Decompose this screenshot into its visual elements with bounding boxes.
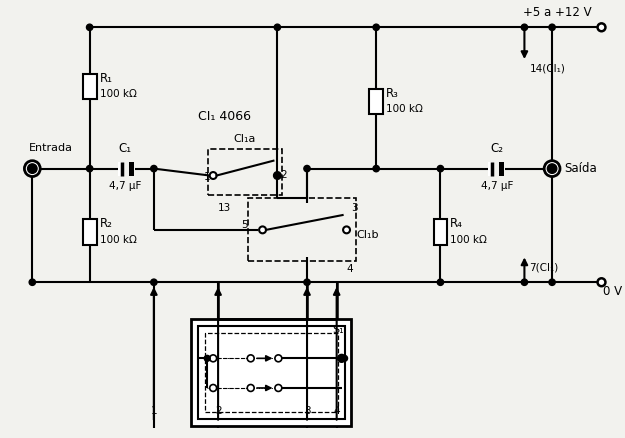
Bar (434, 219, 447, 245)
Text: 7(CI₁): 7(CI₁) (529, 262, 559, 272)
Text: 2: 2 (281, 170, 287, 180)
Bar (208, 149, 282, 195)
Text: Entrada: Entrada (29, 143, 73, 153)
Circle shape (438, 279, 444, 286)
Text: CI₁b: CI₁b (356, 230, 379, 240)
Text: R₂: R₂ (99, 217, 112, 230)
Bar (205, 332, 338, 412)
Text: 4: 4 (346, 265, 353, 275)
Bar (118, 162, 122, 176)
Text: 4,7 μF: 4,7 μF (481, 181, 513, 191)
Circle shape (274, 173, 281, 179)
Circle shape (549, 279, 555, 286)
Text: 4: 4 (333, 406, 340, 416)
Text: R₃: R₃ (386, 87, 399, 100)
Circle shape (274, 172, 281, 179)
Circle shape (343, 226, 350, 233)
Text: C₁: C₁ (119, 142, 132, 155)
Circle shape (210, 355, 217, 362)
Circle shape (204, 355, 210, 361)
Circle shape (24, 161, 40, 177)
Bar (248, 198, 356, 261)
Circle shape (210, 385, 217, 392)
Circle shape (210, 172, 217, 179)
Text: +5 a +12 V: +5 a +12 V (523, 7, 592, 19)
Circle shape (275, 355, 282, 362)
Circle shape (598, 278, 606, 286)
Circle shape (548, 164, 557, 173)
Text: S₁: S₁ (332, 325, 344, 335)
Circle shape (521, 279, 528, 286)
Circle shape (274, 24, 281, 31)
Text: CI₁ 4066: CI₁ 4066 (198, 110, 251, 123)
Text: 100 kΩ: 100 kΩ (99, 89, 136, 99)
Circle shape (275, 385, 282, 392)
Text: 1: 1 (204, 173, 210, 183)
Text: 14(CI₁): 14(CI₁) (529, 64, 565, 74)
Text: 100 kΩ: 100 kΩ (450, 235, 487, 245)
Text: 3: 3 (304, 406, 311, 416)
Circle shape (151, 279, 157, 286)
Bar (82, 74, 96, 99)
Text: 2: 2 (215, 406, 221, 416)
Bar (198, 326, 344, 419)
Circle shape (304, 166, 310, 172)
Circle shape (86, 166, 92, 172)
Text: C₂: C₂ (490, 142, 503, 155)
Bar (488, 162, 492, 176)
Circle shape (549, 24, 555, 31)
Text: R₁: R₁ (99, 72, 112, 85)
Circle shape (259, 226, 266, 233)
Text: 4,7 μF: 4,7 μF (109, 181, 141, 191)
Circle shape (29, 279, 36, 286)
Text: Saída: Saída (564, 162, 597, 175)
Circle shape (544, 161, 560, 177)
Circle shape (304, 279, 310, 286)
Text: 0 V: 0 V (604, 285, 622, 298)
Bar (129, 162, 134, 176)
Bar (191, 319, 351, 426)
Text: CI₁a: CI₁a (233, 134, 255, 144)
Bar (499, 162, 504, 176)
Circle shape (248, 385, 254, 392)
Text: R₄: R₄ (450, 217, 463, 230)
Bar (82, 219, 96, 245)
Circle shape (28, 164, 37, 173)
Text: 100 kΩ: 100 kΩ (99, 235, 136, 245)
Circle shape (86, 24, 92, 31)
Circle shape (598, 23, 606, 31)
Text: 5: 5 (241, 220, 248, 230)
Circle shape (373, 24, 379, 31)
Text: 100 kΩ: 100 kΩ (386, 104, 423, 114)
Text: 13: 13 (218, 203, 231, 213)
Text: 1: 1 (151, 406, 157, 416)
Circle shape (151, 166, 157, 172)
Bar (369, 88, 383, 114)
Text: 3: 3 (351, 203, 358, 213)
Circle shape (338, 354, 346, 362)
Circle shape (521, 24, 528, 31)
Circle shape (373, 166, 379, 172)
Circle shape (342, 355, 348, 361)
Circle shape (438, 166, 444, 172)
Circle shape (248, 355, 254, 362)
